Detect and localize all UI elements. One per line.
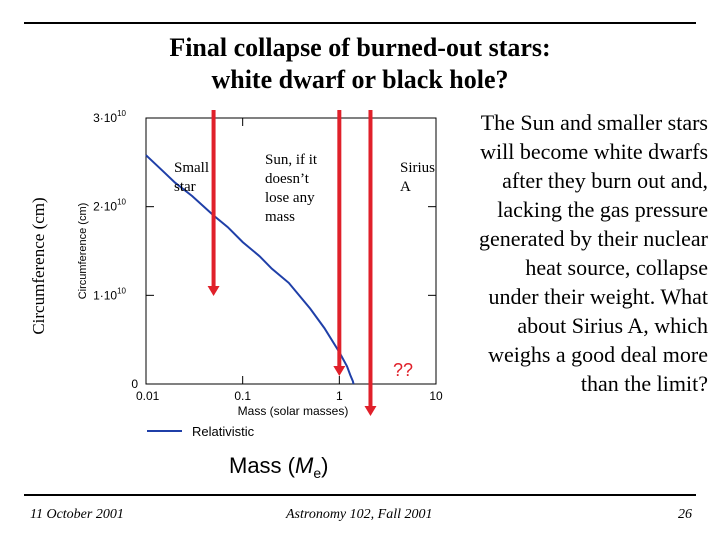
marker-note: ??	[393, 360, 413, 380]
slide-title-line-1: Final collapse of burned-out stars:	[169, 33, 551, 62]
bottom-rule	[24, 494, 696, 496]
marker-label-line: star	[174, 179, 196, 195]
legend-label: Relativistic	[192, 424, 255, 439]
top-rule	[24, 22, 696, 24]
marker-arrowhead	[364, 406, 377, 416]
slide-title-line-2: white dwarf or black hole?	[211, 65, 509, 94]
y-tick-label: 0	[131, 377, 138, 391]
marker-label-line: Sirius	[400, 160, 435, 176]
outer-x-label-variable: M	[295, 453, 314, 478]
marker-label-line: Small	[174, 160, 209, 176]
y-axis-label: Circumference (cm)	[77, 203, 89, 300]
y-tick-exponent: 10	[117, 109, 126, 118]
explanation-text: The Sun and smaller stars will become wh…	[478, 110, 708, 396]
y-tick-label: 2·1010	[93, 198, 126, 214]
outer-x-label-subscript: e	[313, 465, 321, 481]
marker-label-line: Sun, if it	[265, 152, 318, 168]
plot-frame-group	[145, 117, 437, 385]
marker-label-line: lose any	[265, 190, 315, 206]
x-axis-label: Mass (solar masses)	[238, 404, 349, 418]
y-tick-label: 1·1010	[93, 286, 126, 302]
footer-course: Astronomy 102, Fall 2001	[286, 507, 433, 522]
marker-label: Sirius A	[400, 160, 435, 195]
series-line-relativistic	[145, 154, 355, 385]
x-tick-label: 0.01	[136, 389, 160, 403]
y-tick-exponent: 10	[117, 198, 126, 207]
marker-label: Small star	[174, 160, 209, 195]
footer-date: 11 October 2001	[30, 507, 124, 522]
marker-arrowhead	[333, 366, 346, 376]
outer-x-label-close: )	[321, 453, 328, 478]
marker-label-line: A	[400, 179, 411, 195]
plot-frame	[145, 117, 437, 385]
outer-y-axis-label: Circumference (cm)	[29, 197, 48, 334]
y-tick-label: 3·1010	[93, 109, 126, 125]
y-tick-exponent: 10	[117, 286, 126, 295]
marker-label-line: mass	[265, 209, 295, 225]
marker-label-line: doesn’t	[265, 171, 310, 187]
axis-labels-group: Mass (solar masses) Circumference (cm) Cir…	[29, 197, 348, 481]
axis-ticks-group: 0.01 0.1 1 10 0 1·1010 2·1010 3·1010	[93, 109, 443, 403]
series-group	[145, 154, 355, 385]
x-tick-label: 10	[429, 389, 443, 403]
outer-x-axis-label: Mass (Me)	[229, 453, 328, 481]
marker-label: Sun, if it doesn’t lose any mass	[265, 152, 318, 225]
marker-group: Small star Sun, if it doesn’t lose any mass Si…	[174, 110, 435, 416]
footer-page-number: 26	[678, 507, 692, 522]
x-tick-label: 1	[336, 389, 343, 403]
x-tick-label: 0.1	[234, 389, 251, 403]
marker-arrowhead	[207, 286, 220, 296]
